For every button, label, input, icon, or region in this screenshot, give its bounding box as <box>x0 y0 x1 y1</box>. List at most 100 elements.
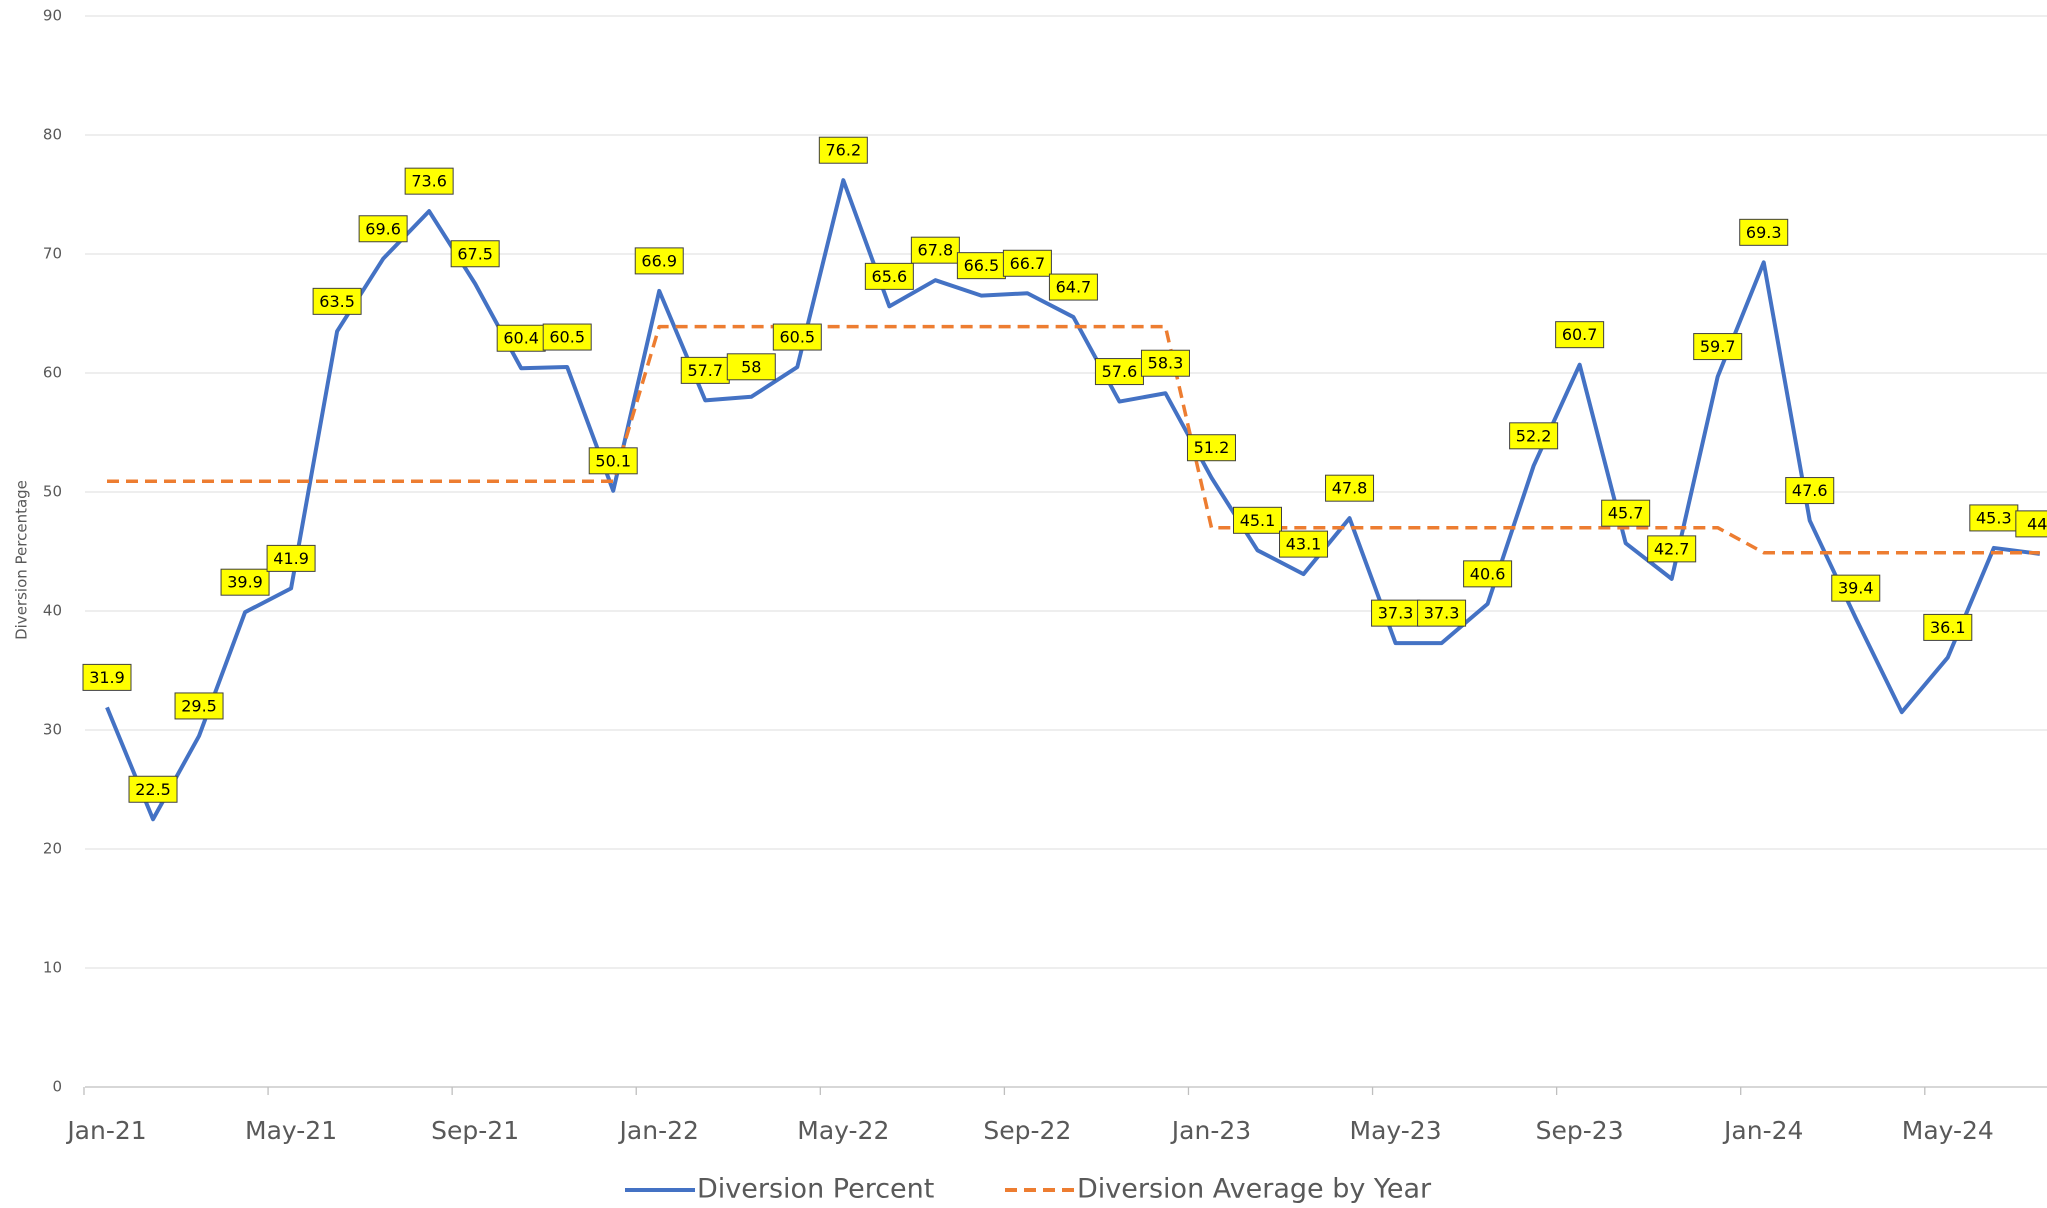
data-label-box <box>496 324 546 352</box>
y-tick-label: 80 <box>43 126 62 144</box>
data-label-box <box>1094 358 1144 386</box>
data-label: 41.9 <box>266 544 316 572</box>
x-tick-label: Jan-22 <box>618 1116 699 1145</box>
data-label-box <box>1509 422 1559 450</box>
data-label-text: 37.3 <box>1424 604 1460 623</box>
data-label-box <box>1140 349 1190 377</box>
data-label-box <box>450 240 500 268</box>
data-label: 65.6 <box>864 262 914 290</box>
data-label-text: 57.6 <box>1102 362 1138 381</box>
data-label-text: 73.6 <box>411 172 447 191</box>
series-line <box>105 178 2041 822</box>
legend-label: Diversion Percent <box>697 1174 934 1205</box>
data-label-box <box>1417 599 1467 627</box>
data-label: 67.5 <box>450 240 500 268</box>
data-label-text: 41.9 <box>273 549 309 568</box>
data-label: 29.5 <box>174 692 224 720</box>
x-tick-label: May-23 <box>1350 1116 1442 1145</box>
y-tick-label: 10 <box>43 959 62 977</box>
x-tick-label: Jan-23 <box>1170 1116 1251 1145</box>
data-label: 66.7 <box>1002 249 1052 277</box>
data-label-box <box>772 323 822 351</box>
data-label-text: 22.5 <box>135 780 171 799</box>
data-label-box <box>1555 321 1605 349</box>
data-label-text: 50.1 <box>595 451 631 470</box>
data-label-text: 64.7 <box>1056 278 1092 297</box>
data-label: 66.5 <box>956 252 1006 280</box>
data-label: 59.7 <box>1693 333 1743 361</box>
data-label: 43.1 <box>1279 530 1329 558</box>
data-label-box <box>1371 599 1421 627</box>
data-label: 60.5 <box>542 323 592 351</box>
data-label: 58 <box>726 353 776 381</box>
data-label-box <box>634 247 684 275</box>
data-label-text: 37.3 <box>1378 604 1414 623</box>
data-label-box <box>312 287 362 315</box>
data-label-box <box>128 775 178 803</box>
data-label-box <box>2015 510 2047 538</box>
data-label-text: 60.5 <box>779 328 815 347</box>
series-line <box>107 324 2040 555</box>
data-label: 69.6 <box>358 215 408 243</box>
x-tick-label: Sep-21 <box>431 1116 519 1145</box>
data-label: 45.3 <box>1969 504 2019 532</box>
data-label: 69.3 <box>1739 218 1789 246</box>
data-label: 36.1 <box>1923 613 1973 641</box>
data-label-text: 58.3 <box>1148 354 1184 373</box>
data-label-box <box>1048 273 1098 301</box>
data-label-text: 42.7 <box>1654 539 1690 558</box>
data-label-text: 43.1 <box>1286 535 1322 554</box>
data-label-text: 66.7 <box>1010 254 1046 273</box>
data-label-text: 31.9 <box>89 668 125 687</box>
data-label-box <box>1601 499 1651 527</box>
data-label-box <box>404 167 454 195</box>
data-label: 76.2 <box>818 136 868 164</box>
x-tick-label: May-21 <box>245 1116 337 1145</box>
y-tick-label: 50 <box>43 483 62 501</box>
data-label-box <box>910 236 960 264</box>
x-tick-label: May-24 <box>1902 1116 1994 1145</box>
data-label-box <box>588 447 638 475</box>
data-label-box <box>220 568 270 596</box>
data-label-box <box>956 252 1006 280</box>
data-label-text: 69.3 <box>1746 223 1782 242</box>
data-label-box <box>1785 477 1835 505</box>
data-label: 45.1 <box>1233 506 1282 534</box>
data-label: 60.7 <box>1555 321 1605 349</box>
data-label: 39.9 <box>220 568 270 596</box>
data-label-box <box>1463 560 1513 588</box>
y-tick-label: 20 <box>43 840 62 858</box>
y-tick-label: 70 <box>43 245 62 263</box>
y-tick-label: 30 <box>43 721 62 739</box>
data-label-box <box>358 215 408 243</box>
data-label-text: 51.2 <box>1194 438 1230 457</box>
data-label-text: 69.6 <box>365 219 401 238</box>
data-label: 47.8 <box>1325 474 1375 502</box>
data-label: 60.4 <box>496 324 546 352</box>
data-label: 40.6 <box>1463 560 1513 588</box>
data-label-text: 59.7 <box>1700 337 1736 356</box>
data-label-text: 58 <box>741 357 761 376</box>
data-label-text: 63.5 <box>319 292 355 311</box>
x-tick-label: Jan-21 <box>65 1116 146 1145</box>
data-label: 45.7 <box>1601 499 1651 527</box>
data-label: 44. <box>2015 510 2047 538</box>
data-label: 52.2 <box>1509 422 1559 450</box>
data-label: 31.9 <box>82 663 132 691</box>
data-label-box <box>1647 535 1697 563</box>
y-axis-label: Diversion Percentage <box>13 480 31 640</box>
data-label: 58.3 <box>1140 349 1190 377</box>
y-tick-label: 40 <box>43 602 62 620</box>
data-label: 37.3 <box>1417 599 1467 627</box>
data-label-text: 47.8 <box>1332 479 1368 498</box>
y-tick-label: 0 <box>52 1078 62 1096</box>
data-label-box <box>1325 474 1375 502</box>
data-label: 37.3 <box>1371 599 1421 627</box>
data-label-text: 45.3 <box>1976 508 2012 527</box>
data-label-text: 67.5 <box>457 244 493 263</box>
data-label-box <box>1693 333 1743 361</box>
data-label: 22.5 <box>128 775 178 803</box>
data-label-box <box>1233 506 1282 534</box>
data-label-text: 67.8 <box>918 241 954 260</box>
